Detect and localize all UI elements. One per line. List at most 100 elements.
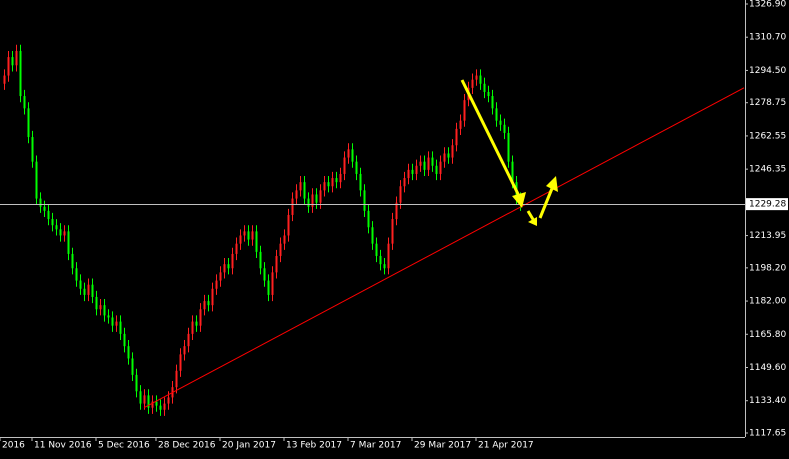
y-tick-label: 1133.40 bbox=[749, 396, 786, 406]
candle-body bbox=[495, 108, 498, 121]
candle-body bbox=[119, 321, 122, 334]
candle-body bbox=[135, 374, 138, 392]
candle-body bbox=[131, 358, 134, 375]
candle-body bbox=[491, 96, 494, 109]
arrow-shaft bbox=[460, 79, 521, 197]
candle-body bbox=[371, 227, 374, 244]
x-tick-label: 20 Jan 2017 bbox=[222, 441, 276, 451]
candle-body bbox=[487, 91, 490, 97]
candle-body bbox=[419, 161, 422, 166]
candle-body bbox=[507, 132, 510, 162]
x-tick-label: 11 Nov 2016 bbox=[34, 441, 92, 451]
candle-body bbox=[367, 210, 370, 228]
current-price-label: 1229.28 bbox=[749, 200, 786, 210]
candle-body bbox=[195, 321, 198, 326]
candle-body bbox=[239, 235, 242, 244]
candle-body bbox=[159, 405, 162, 410]
current-price-box bbox=[746, 198, 788, 211]
x-tick-label: 7 Mar 2017 bbox=[350, 441, 401, 451]
candle-body bbox=[3, 75, 6, 84]
candle-body bbox=[263, 268, 266, 281]
candle-body bbox=[327, 182, 330, 187]
arrow-shaft bbox=[538, 185, 555, 219]
candle-body bbox=[343, 157, 346, 174]
candle-body bbox=[155, 401, 158, 406]
candle-body bbox=[231, 253, 234, 269]
candle-body bbox=[447, 153, 450, 158]
candle-body bbox=[103, 305, 106, 316]
candle-body bbox=[219, 272, 222, 281]
x-tick-label: 2016 bbox=[2, 441, 25, 451]
candle-body bbox=[463, 100, 466, 121]
trendline bbox=[143, 87, 745, 409]
arrows bbox=[460, 79, 558, 226]
candle-body bbox=[67, 231, 70, 254]
x-tick-label: 13 Feb 2017 bbox=[286, 441, 342, 451]
candle-body bbox=[415, 165, 418, 174]
candle-body bbox=[411, 169, 414, 174]
candle-body bbox=[435, 165, 438, 174]
candle-body bbox=[31, 137, 34, 162]
candle-body bbox=[51, 219, 54, 226]
candle-body bbox=[275, 255, 278, 273]
candle-body bbox=[251, 231, 254, 240]
candle-body bbox=[331, 178, 334, 187]
candle-body bbox=[279, 243, 282, 256]
candle-body bbox=[311, 194, 314, 207]
candle-body bbox=[499, 120, 502, 125]
candle-body bbox=[23, 96, 26, 109]
candle-body bbox=[431, 157, 434, 166]
candle-body bbox=[355, 161, 358, 174]
candle-body bbox=[427, 157, 430, 170]
candle-body bbox=[83, 288, 86, 295]
y-tick-label: 1182.00 bbox=[749, 297, 786, 307]
candle-body bbox=[39, 198, 42, 207]
candle-body bbox=[395, 202, 398, 220]
candle-body bbox=[43, 206, 46, 211]
candle-body bbox=[407, 169, 410, 179]
x-tick-label: 5 Dec 2016 bbox=[98, 441, 150, 451]
candle-body bbox=[191, 321, 194, 334]
candle-body bbox=[423, 161, 426, 170]
candle-body bbox=[459, 120, 462, 129]
candle-body bbox=[471, 79, 474, 88]
candle-body bbox=[139, 391, 142, 404]
candle-body bbox=[75, 268, 78, 281]
candle-body bbox=[227, 264, 230, 269]
candle-body bbox=[363, 190, 366, 211]
candle-body bbox=[167, 397, 170, 404]
y-tick-label: 1149.60 bbox=[749, 363, 786, 373]
candle-body bbox=[63, 231, 66, 236]
candle-body bbox=[91, 284, 94, 297]
candle-body bbox=[199, 309, 202, 326]
x-tick-label: 21 Apr 2017 bbox=[478, 441, 534, 451]
candle-body bbox=[203, 301, 206, 310]
candle-body bbox=[7, 57, 10, 76]
candle-body bbox=[383, 264, 386, 269]
candle-body bbox=[247, 231, 250, 240]
arrow-head bbox=[512, 192, 526, 208]
y-tick-label: 1198.20 bbox=[749, 263, 786, 273]
candle-body bbox=[143, 395, 146, 404]
candle-body bbox=[15, 50, 18, 66]
candle-body bbox=[235, 243, 238, 254]
candle-body bbox=[399, 186, 402, 203]
candle-body bbox=[335, 178, 338, 183]
candle-body bbox=[323, 182, 326, 191]
candle-body bbox=[127, 346, 130, 359]
candle-body bbox=[475, 75, 478, 80]
candle-body bbox=[183, 346, 186, 355]
candle-body bbox=[351, 149, 354, 162]
y-tick-label: 1310.70 bbox=[749, 33, 786, 43]
candle-body bbox=[347, 149, 350, 158]
candle-body bbox=[259, 251, 262, 269]
candle-body bbox=[35, 161, 38, 199]
candle-body bbox=[11, 57, 14, 66]
candle-body bbox=[115, 321, 118, 326]
candle-body bbox=[483, 83, 486, 92]
y-tick-label: 1117.65 bbox=[749, 429, 786, 439]
y-tick-label: 1278.75 bbox=[749, 98, 786, 108]
candle-body bbox=[287, 214, 290, 236]
x-tick-label: 29 Mar 2017 bbox=[414, 441, 471, 451]
candle-body bbox=[451, 145, 454, 158]
